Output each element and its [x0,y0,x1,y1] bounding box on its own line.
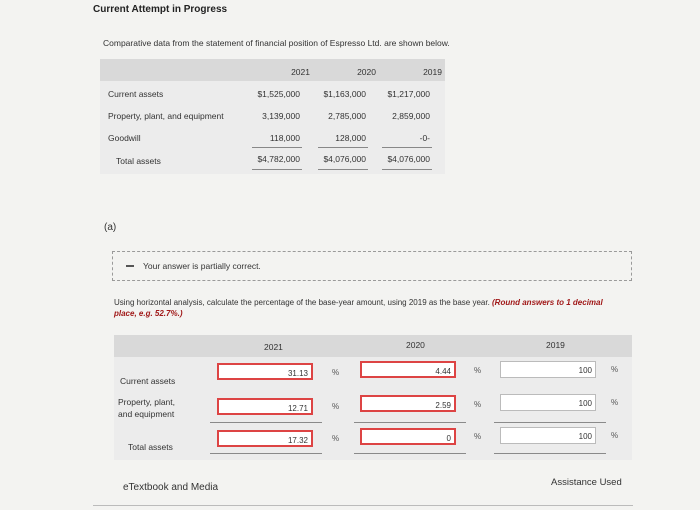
feedback-banner: Your answer is partially correct. [112,251,632,281]
instructions-text: Using horizontal analysis, calculate the… [114,298,493,307]
subtotal-rule [494,422,606,423]
total-assets-2019-input[interactable]: 100 [500,427,596,444]
cell-value: $4,076,000 [323,154,366,164]
cell-value: $1,525,000 [257,89,300,99]
cell-value: -0- [419,133,430,143]
total-rule [252,169,302,170]
total-rule [210,453,322,454]
ppe-2021-input[interactable]: 12.71 [217,398,313,415]
row-label-total-assets: Total assets [116,156,161,166]
cell-value: 2,785,000 [328,111,366,121]
percent-sign: % [611,431,619,440]
problem-intro: Comparative data from the statement of f… [103,38,450,48]
percent-sign: % [474,432,482,441]
total-assets-2021-input[interactable]: 17.32 [217,430,313,447]
row-label-total-assets: Total assets [128,442,173,452]
cell-value: $1,163,000 [323,89,366,99]
subtotal-rule [210,422,322,423]
answer-table: 2021 2020 2019 Current assets 31.13 % 4.… [114,335,632,460]
cell-value: $4,076,000 [387,154,430,164]
feedback-text: Your answer is partially correct. [143,261,261,271]
part-label: (a) [104,222,117,233]
percent-sign: % [474,366,482,375]
total-assets-2020-input[interactable]: 0 [360,428,456,445]
percent-sign: % [611,398,619,407]
percent-sign: % [474,400,482,409]
cell-value: 2,859,000 [392,111,430,121]
table-header [114,335,632,357]
percent-sign: % [611,365,619,374]
subtotal-rule [354,422,466,423]
ppe-2019-input[interactable]: 100 [500,394,596,411]
partial-icon [126,265,134,267]
row-label-current-assets: Current assets [108,89,164,99]
year-2021-header: 2021 [291,67,310,77]
year-2019-header: 2019 [546,340,565,350]
row-label-ppe-line2: and equipment [118,409,175,419]
subtotal-rule [382,147,432,148]
page-title: Current Attempt in Progress [93,4,228,15]
instructions: Using horizontal analysis, calculate the… [114,297,624,319]
cell-value: $4,782,000 [257,154,300,164]
cell-value: $1,217,000 [387,89,430,99]
row-label-current-assets: Current assets [120,376,176,386]
year-2019-header: 2019 [423,67,442,77]
row-label-goodwill: Goodwill [108,133,141,143]
table-body [100,81,445,174]
year-2020-header: 2020 [406,340,425,350]
row-label-ppe-line1: Property, plant, [118,397,176,407]
comparative-data-table: 2021 2020 2019 Current assets $1,525,000… [100,59,445,174]
year-2020-header: 2020 [357,67,376,77]
total-rule [494,453,606,454]
total-rule [318,169,368,170]
rounding-hint: (Round answers to 1 decimal place, e.g. … [114,298,603,318]
row-label-ppe: Property, plant, and equipment [108,111,224,121]
current-assets-2019-input[interactable]: 100 [500,361,596,378]
total-rule [382,169,432,170]
ppe-2020-input[interactable]: 2.59 [360,395,456,412]
percent-sign: % [332,402,340,411]
assistance-used-label: Assistance Used [551,477,622,488]
percent-sign: % [332,368,340,377]
current-assets-2021-input[interactable]: 31.13 [217,363,313,380]
cell-value: 128,000 [335,133,366,143]
subtotal-rule [318,147,368,148]
etextbook-media-link[interactable]: eTextbook and Media [123,482,219,493]
total-rule [354,453,466,454]
current-assets-2020-input[interactable]: 4.44 [360,361,456,378]
table-header [100,59,445,81]
subtotal-rule [252,147,302,148]
cell-value: 118,000 [269,133,300,143]
percent-sign: % [332,434,340,443]
year-2021-header: 2021 [264,342,283,352]
cell-value: 3,139,000 [262,111,300,121]
divider [93,505,633,506]
